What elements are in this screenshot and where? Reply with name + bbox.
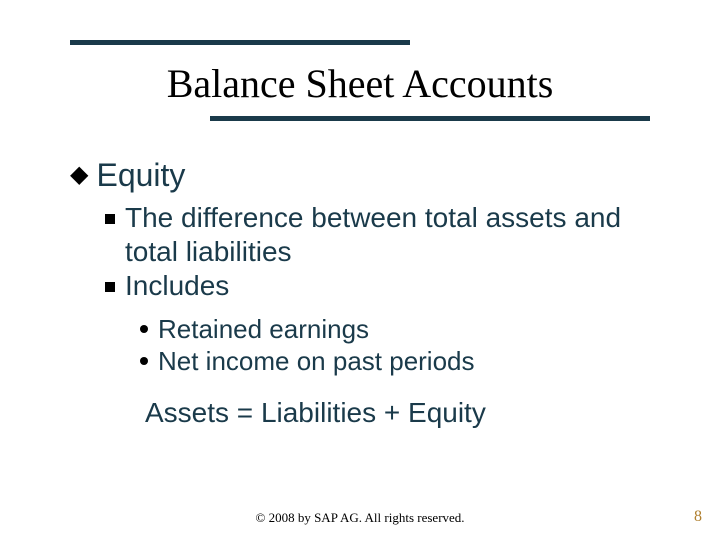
- copyright-footer: © 2008 by SAP AG. All rights reserved.: [0, 510, 720, 526]
- bullet-level2: The difference between total assets and …: [105, 201, 660, 269]
- level3-text: Retained earnings: [158, 313, 369, 345]
- bullet-level1: ◆ Equity: [70, 155, 660, 195]
- slide-title: Balance Sheet Accounts: [0, 60, 720, 107]
- bullet-level3: Retained earnings: [140, 313, 660, 345]
- slide-content: ◆ Equity The difference between total as…: [70, 155, 660, 429]
- page-number: 8: [694, 508, 702, 526]
- level2-text: Includes: [125, 269, 229, 303]
- disc-bullet-icon: [140, 325, 148, 333]
- level3-group: Retained earnings Net income on past per…: [70, 313, 660, 377]
- square-bullet-icon: [105, 214, 115, 224]
- bullet-level2: Includes: [105, 269, 660, 303]
- diamond-bullet-icon: ◆: [70, 155, 88, 195]
- level2-text: The difference between total assets and …: [125, 201, 660, 269]
- title-rule-bottom: [210, 116, 650, 121]
- square-bullet-icon: [105, 282, 115, 292]
- slide: Balance Sheet Accounts ◆ Equity The diff…: [0, 0, 720, 540]
- level2-group: The difference between total assets and …: [70, 201, 660, 303]
- equation-text: Assets = Liabilities + Equity: [145, 397, 660, 429]
- bullet-level3: Net income on past periods: [140, 345, 660, 377]
- level3-text: Net income on past periods: [158, 345, 475, 377]
- title-rule-top: [70, 40, 410, 45]
- disc-bullet-icon: [140, 357, 148, 365]
- level1-text: Equity: [96, 155, 185, 195]
